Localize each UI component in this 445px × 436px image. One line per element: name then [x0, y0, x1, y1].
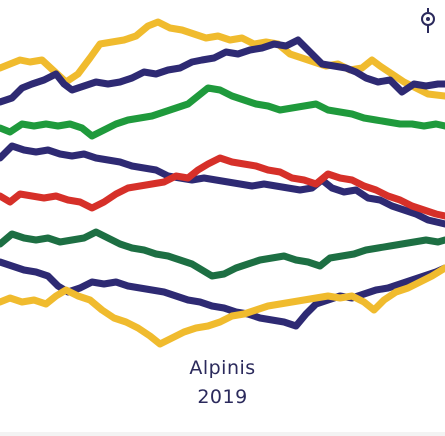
indigo-ridge-line-top	[0, 36, 445, 106]
red-ridge-line	[0, 154, 445, 220]
yellow-ridge-line-top	[0, 18, 445, 100]
album-title: Alpinis	[189, 357, 256, 379]
green-ridge-line-top	[0, 84, 445, 140]
balloon-logo-icon	[421, 8, 435, 33]
yellow-ridge-line-bottom	[0, 264, 445, 348]
album-title-block: Alpinis 2019	[0, 356, 445, 409]
indigo-ridge-line-middle	[0, 142, 445, 228]
bottom-divider	[0, 432, 445, 436]
dark-green-ridge-line	[0, 228, 445, 280]
album-year: 2019	[197, 386, 248, 408]
